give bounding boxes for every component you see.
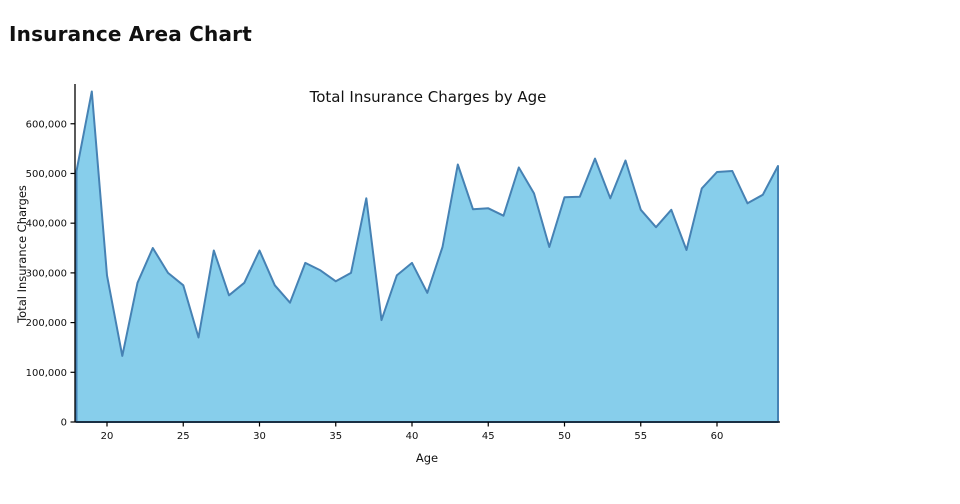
y-tick-label: 400,000 [26, 219, 67, 230]
x-tick-label: 35 [329, 431, 342, 442]
y-tick-label: 600,000 [26, 119, 67, 130]
x-tick-label: 60 [711, 431, 724, 442]
chart-series-group [75, 90, 779, 423]
y-tick-label: 500,000 [26, 169, 67, 180]
x-tick-label: 50 [558, 431, 571, 442]
chart-axes-group: 20 25 30 35 40 45 50 55 60 0 100,000 200,000 300,000… [26, 84, 780, 442]
page-title: Insurance Area Chart [9, 22, 253, 46]
y-tick-label: 200,000 [26, 318, 67, 329]
y-tick-label: 0 [61, 418, 67, 429]
chart-title: Total Insurance Charges by Age [309, 88, 547, 106]
area-series [75, 90, 779, 423]
x-tick-label: 30 [253, 431, 266, 442]
x-tick-label: 20 [101, 431, 114, 442]
x-axis-label: Age [416, 451, 438, 465]
y-tick-label: 300,000 [26, 268, 67, 279]
x-tick-label: 25 [177, 431, 190, 442]
x-tick-label: 40 [406, 431, 419, 442]
y-tick-label: 100,000 [26, 368, 67, 379]
y-axis-label: Total Insurance Charges [15, 185, 29, 324]
x-tick-label: 55 [634, 431, 647, 442]
x-tick-label: 45 [482, 431, 495, 442]
